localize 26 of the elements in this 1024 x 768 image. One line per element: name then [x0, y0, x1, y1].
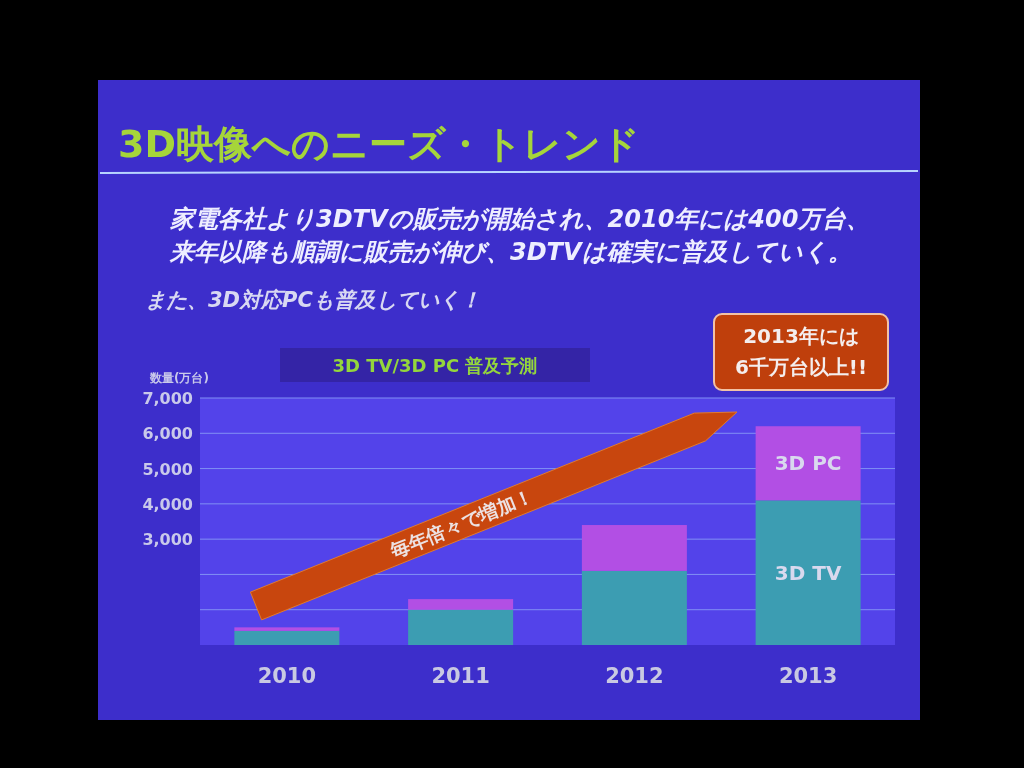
- bar: [581, 525, 687, 571]
- x-tick-label: 2013: [778, 664, 838, 688]
- x-tick-label: 2011: [431, 664, 490, 688]
- x-tick-label: 2010: [257, 664, 317, 688]
- series-label: 3D TV: [774, 560, 842, 585]
- bar: [408, 609, 514, 645]
- y-tick-label: 4,000: [142, 494, 193, 514]
- ylabel: 数量(万台): [150, 371, 209, 385]
- text: また、3D対応PCも普及していく！: [145, 288, 481, 312]
- bar: [408, 599, 514, 610]
- bar: [755, 500, 861, 645]
- callout-box: 2013年には 6千万台以上!!: [713, 313, 889, 391]
- bar: [234, 627, 340, 631]
- y-tick-label: 5,000: [142, 459, 193, 479]
- title: 3D映像へのニーズ・トレンド: [118, 122, 640, 166]
- y-tick-label: 3,000: [142, 530, 193, 550]
- bar: [234, 630, 340, 645]
- bar: [581, 570, 687, 645]
- series-label: 3D PC: [774, 451, 842, 476]
- y-tick-label: 7,000: [142, 389, 193, 408]
- bar: [755, 426, 861, 501]
- annotation: 毎年倍々で増加！: [386, 484, 537, 562]
- subtitle: 家電各社より3DTVの販売が開始され、2010年には400万台、来年以降も順調に販売が伸び、3DTVは確実に普及していく。: [170, 205, 871, 266]
- x-tick-label: 2012: [605, 664, 664, 688]
- y-tick-label: 6,000: [142, 424, 193, 444]
- chart-title-box: 3D TV/3D PC 普及予測: [280, 348, 590, 382]
